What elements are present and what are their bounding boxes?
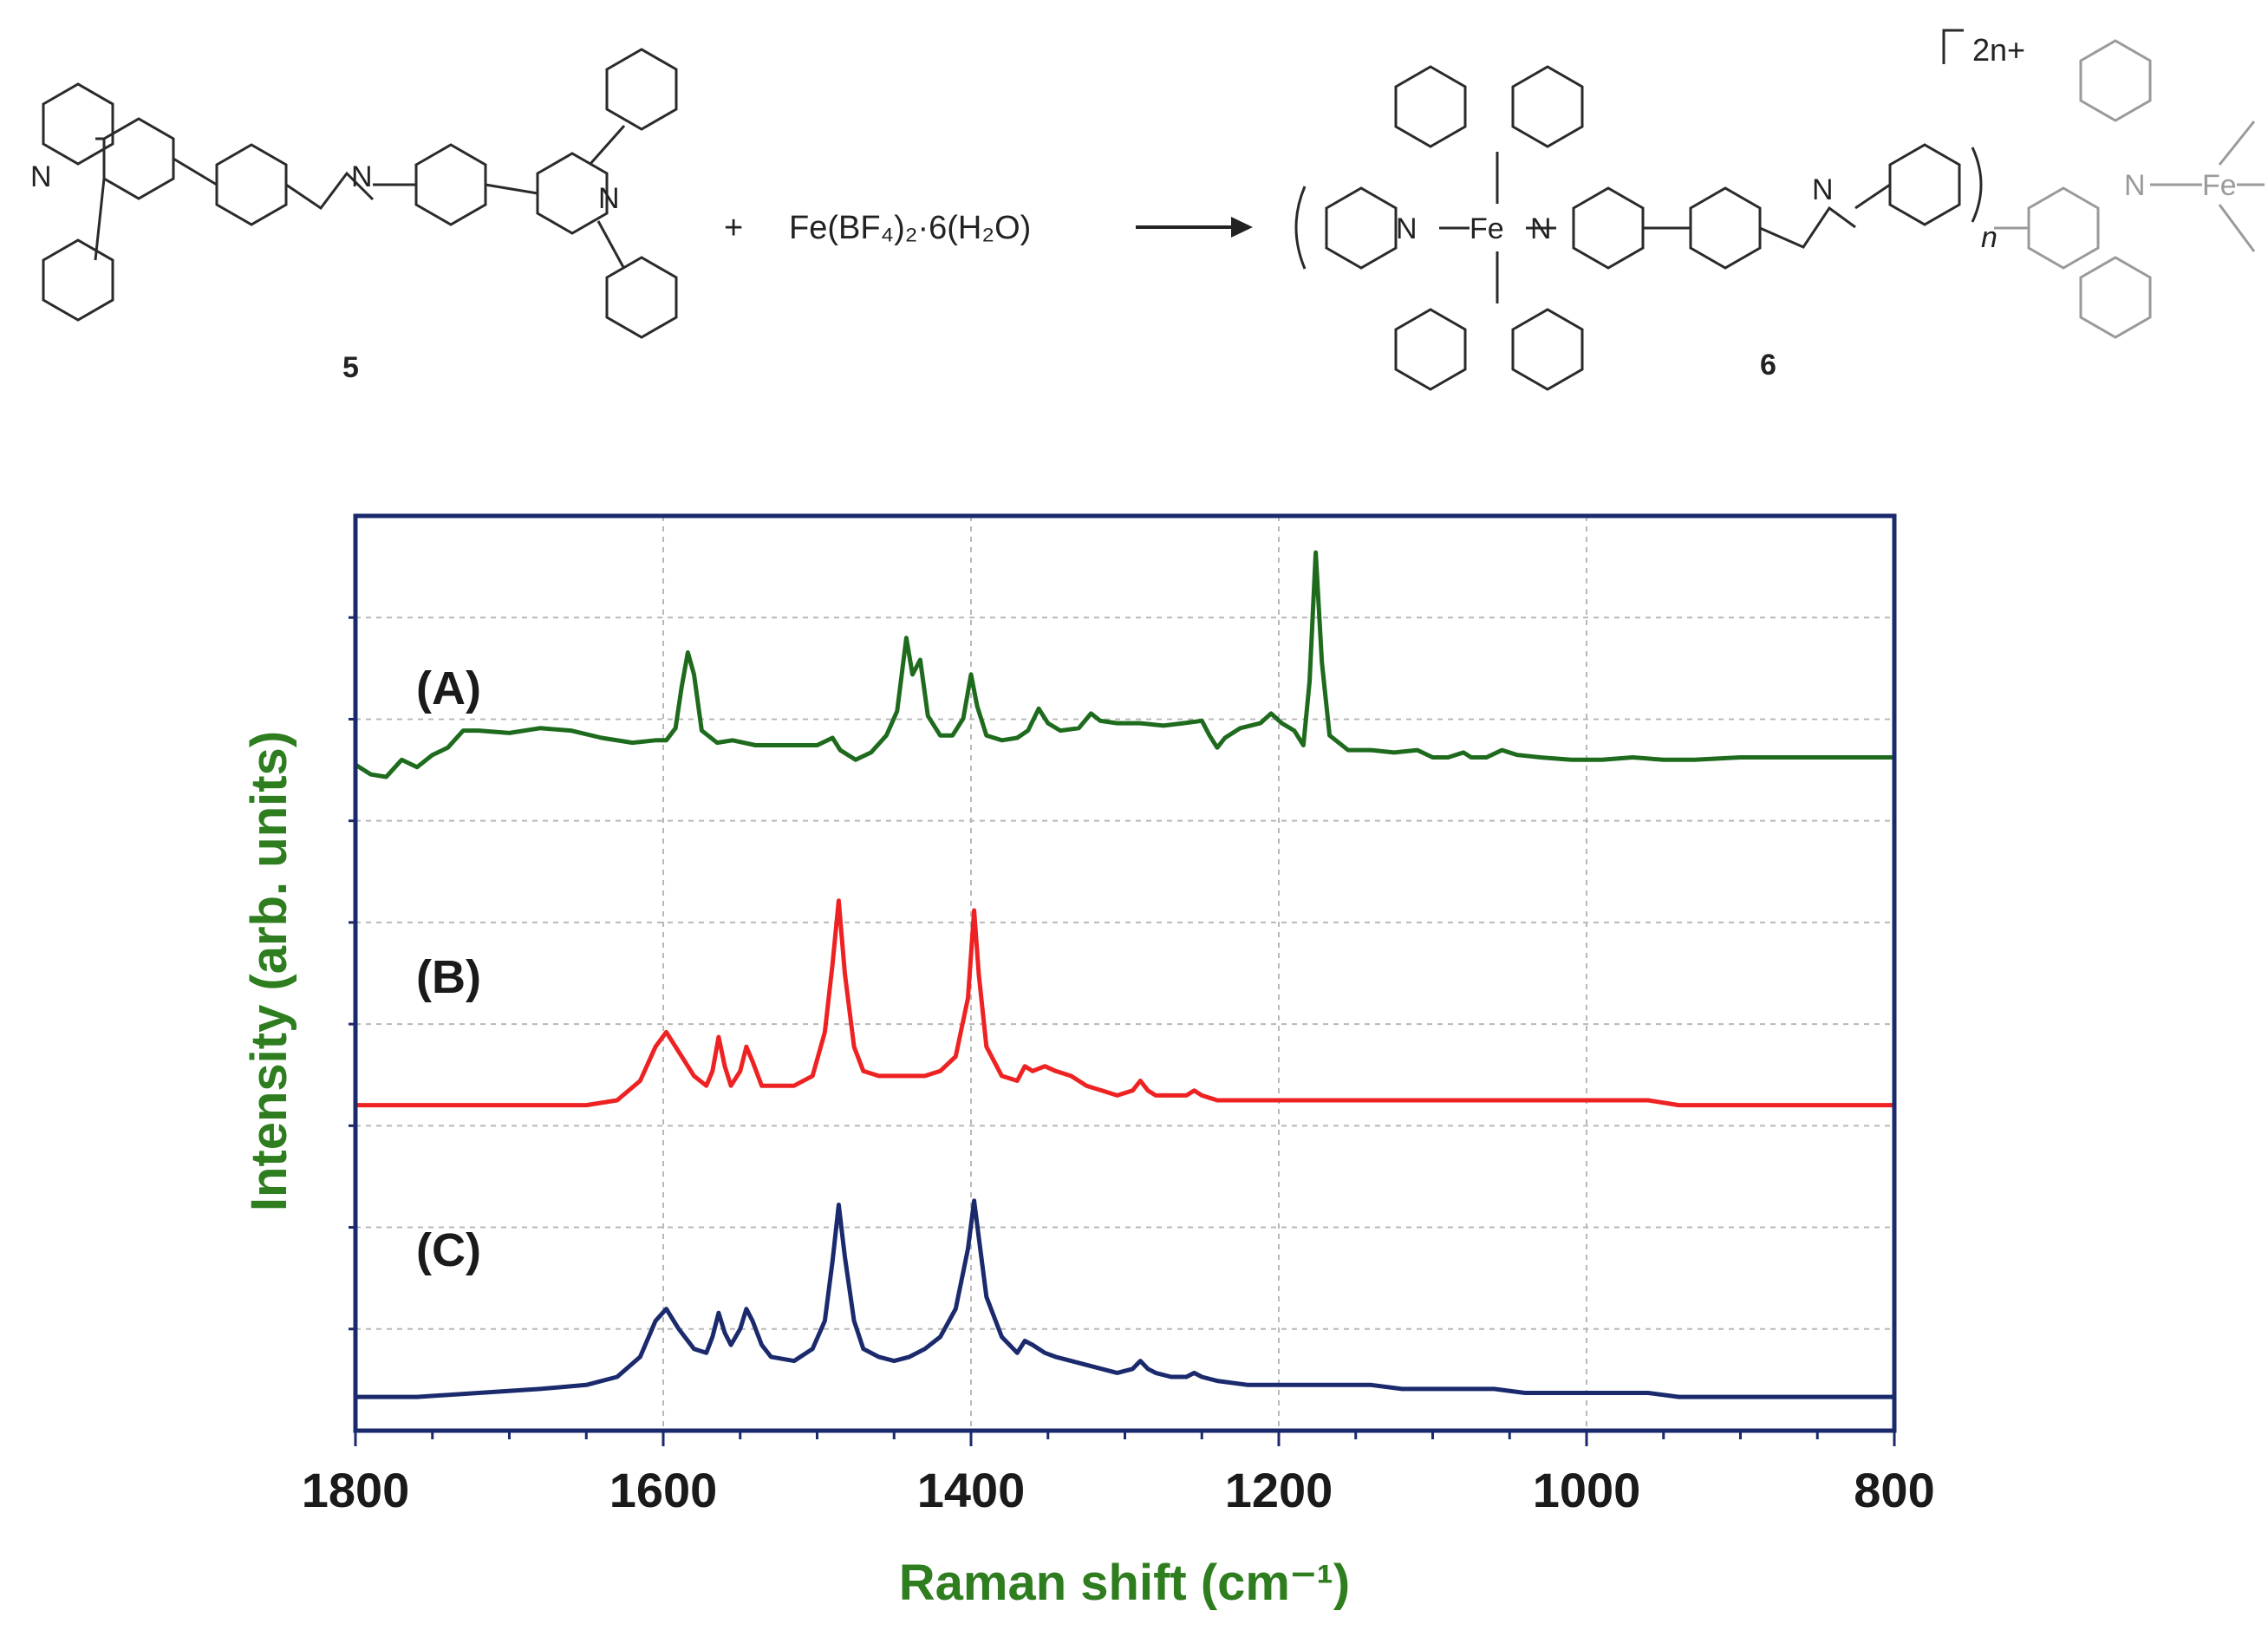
n-atom-label: N <box>1396 212 1418 245</box>
x-tick-label: 1200 <box>1225 1463 1333 1517</box>
plus-sign: + <box>724 210 743 246</box>
x-tick-label: 1800 <box>302 1463 410 1517</box>
n-atom-label: N <box>1530 212 1552 245</box>
polymer-charge: 2n+ <box>1972 32 2025 68</box>
plot-series-group <box>354 550 1894 1399</box>
compound-5-structure: N N N <box>30 48 678 339</box>
x-tick-labels: 1800 1600 1400 1200 1000 800 <box>302 1463 1935 1517</box>
compound-5-label: 5 <box>342 351 359 384</box>
compound-6-label: 6 <box>1760 349 1776 382</box>
tick-group <box>349 616 1896 1446</box>
series-line-a <box>354 550 1894 779</box>
n-atom-label: N <box>598 182 620 215</box>
series-label-b: (B) <box>416 951 481 1003</box>
compound-6-end-group: Fe N <box>1994 39 2265 339</box>
plot-frame <box>353 513 1897 1433</box>
reaction-scheme: N N N 5 + Fe(BF₄)₂·6(H₂O) N Fe N N n 2n+ <box>30 29 2265 391</box>
series-line-b <box>355 898 1894 1108</box>
x-axis-label: Raman shift (cm⁻¹) <box>899 1555 1350 1611</box>
repeat-subscript-n: n <box>1981 221 1998 254</box>
n-atom-label: N <box>1812 173 1834 206</box>
series-label-c: (C) <box>416 1224 481 1276</box>
n-atom-label: N <box>30 160 52 193</box>
x-tick-label: 1400 <box>917 1463 1026 1517</box>
fe-atom-label: Fe <box>1470 212 1504 245</box>
n-atom-label: N <box>351 160 373 193</box>
x-tick-label: 1000 <box>1533 1463 1641 1517</box>
chart-grid <box>355 516 1894 1431</box>
x-tick-label: 1600 <box>609 1463 718 1517</box>
n-atom-label: N <box>2124 169 2146 202</box>
y-axis-label: Intensity (arb. units) <box>241 731 297 1211</box>
series-label-a: (A) <box>416 662 481 714</box>
reagent-formula: Fe(BF₄)₂·6(H₂O) <box>789 210 1031 246</box>
reaction-arrow <box>1136 217 1253 238</box>
series-line-c <box>355 1198 1894 1399</box>
x-tick-label: 800 <box>1854 1463 1934 1517</box>
compound-6-structure: N Fe N N <box>1294 29 1983 391</box>
fe-atom-label: Fe <box>2202 169 2237 202</box>
